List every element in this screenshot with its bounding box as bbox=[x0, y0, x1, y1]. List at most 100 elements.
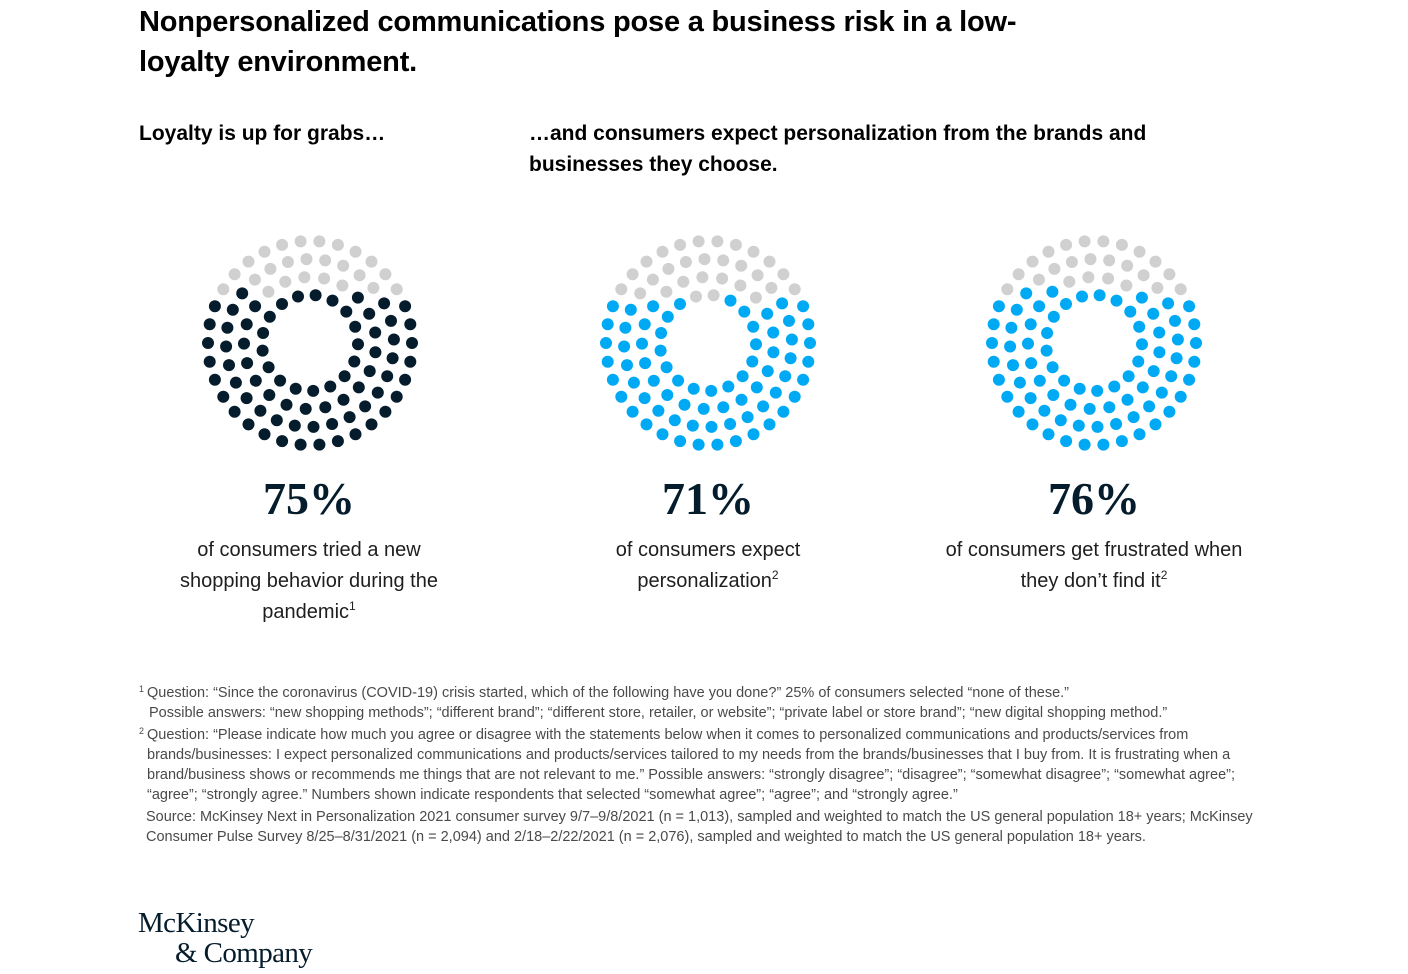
dot-empty bbox=[217, 283, 230, 296]
dot-filled bbox=[619, 321, 632, 334]
dot-empty bbox=[749, 291, 762, 304]
stat-description-text: of consumers get frustrated when they do… bbox=[945, 539, 1243, 592]
dot-filled bbox=[254, 404, 267, 417]
dot-filled bbox=[236, 287, 249, 300]
dot-filled bbox=[788, 390, 801, 403]
dot-filled bbox=[203, 318, 216, 331]
footnote-number: 2 bbox=[139, 726, 145, 736]
dot-filled bbox=[1046, 361, 1059, 374]
footnote-number: 1 bbox=[139, 684, 145, 694]
dot-filled bbox=[256, 344, 269, 357]
dot-filled bbox=[371, 386, 384, 399]
dot-filled bbox=[307, 420, 320, 433]
dot-filled bbox=[1004, 340, 1017, 353]
dot-filled bbox=[1132, 355, 1145, 368]
dot-filled bbox=[1093, 289, 1106, 302]
footnote-1: 1 Question: “Since the coronavirus (COVI… bbox=[139, 683, 1289, 723]
dot-empty bbox=[294, 235, 307, 248]
dot-filled bbox=[1153, 326, 1166, 339]
dot-filled bbox=[647, 374, 660, 387]
subhead-personalization: …and consumers expect personalization fr… bbox=[529, 122, 1147, 176]
dot-filled bbox=[1108, 380, 1121, 393]
mckinsey-logo: McKinsey & Company bbox=[138, 908, 313, 968]
dot-filled bbox=[785, 333, 798, 346]
dot-filled bbox=[705, 384, 718, 397]
dot-filled bbox=[661, 389, 674, 401]
dot-filled bbox=[606, 373, 619, 386]
dot-filled bbox=[1135, 291, 1148, 304]
dot-filled bbox=[717, 401, 730, 414]
dot-empty bbox=[313, 235, 326, 248]
dot-filled bbox=[352, 338, 364, 351]
dot-filled bbox=[747, 320, 760, 333]
dot-filled bbox=[784, 352, 797, 365]
dot-filled bbox=[1103, 401, 1116, 414]
footnote-ref: 1 bbox=[349, 599, 356, 613]
dot-filled bbox=[797, 300, 810, 313]
dot-empty bbox=[626, 268, 639, 281]
dot-filled bbox=[987, 318, 1000, 331]
dot-filled bbox=[240, 392, 253, 405]
dot-filled bbox=[352, 381, 365, 394]
dot-filled bbox=[319, 401, 332, 414]
dot-filled bbox=[618, 340, 631, 353]
dot-filled bbox=[1127, 411, 1140, 424]
dot-empty bbox=[281, 256, 294, 268]
dot-filled bbox=[289, 382, 302, 395]
dot-empty bbox=[1032, 273, 1045, 286]
dot-filled bbox=[639, 357, 652, 370]
dot-filled bbox=[1188, 318, 1201, 331]
dot-filled bbox=[1042, 428, 1055, 441]
dot-filled bbox=[263, 389, 276, 401]
dot-filled bbox=[654, 344, 667, 357]
footnote-continued: Possible answers: “new shopping methods”… bbox=[149, 705, 1168, 721]
dot-filled bbox=[276, 435, 289, 448]
dot-filled bbox=[1091, 420, 1104, 433]
dot-filled bbox=[262, 361, 275, 374]
dot-filled bbox=[379, 405, 392, 418]
dot-filled bbox=[1041, 327, 1054, 339]
dot-filled bbox=[652, 404, 665, 417]
dot-empty bbox=[367, 281, 380, 294]
dot-filled bbox=[1165, 370, 1178, 383]
dot-filled bbox=[624, 303, 637, 316]
dot-filled bbox=[276, 298, 288, 310]
dot-filled bbox=[1033, 374, 1046, 387]
footnotes: 1 Question: “Since the coronavirus (COVI… bbox=[139, 683, 1289, 847]
chart-title: Nonpersonalized communications pose a bu… bbox=[139, 6, 1017, 78]
dot-empty bbox=[300, 253, 313, 266]
dot-filled bbox=[638, 318, 651, 331]
dot-filled bbox=[381, 370, 394, 383]
dot-filled bbox=[1020, 287, 1033, 300]
dot-filled bbox=[1124, 305, 1137, 318]
dot-filled bbox=[656, 428, 669, 441]
dot-filled bbox=[1149, 418, 1162, 431]
dot-filled bbox=[1169, 314, 1181, 327]
stat-value-new-behavior: 75% bbox=[263, 473, 355, 524]
dot-filled bbox=[238, 337, 250, 350]
dot-empty bbox=[1042, 245, 1055, 258]
dot-filled bbox=[711, 438, 724, 451]
dot-filled bbox=[249, 374, 262, 387]
dot-empty bbox=[646, 273, 659, 286]
dot-filled bbox=[221, 321, 234, 334]
dot-empty bbox=[634, 287, 647, 300]
dot-filled bbox=[986, 337, 998, 349]
dot-empty bbox=[1133, 245, 1146, 258]
dot-empty bbox=[318, 272, 331, 285]
dot-empty bbox=[1149, 255, 1162, 268]
dot-filled bbox=[615, 390, 628, 403]
dot-filled bbox=[226, 303, 239, 316]
dot-filled bbox=[326, 294, 339, 307]
dot-filled bbox=[692, 438, 705, 451]
dot-empty bbox=[319, 254, 332, 267]
dot-filled bbox=[606, 300, 619, 313]
dot-filled bbox=[1010, 303, 1023, 316]
dot-empty bbox=[276, 238, 289, 251]
dot-empty bbox=[1120, 279, 1133, 292]
dot-filled bbox=[223, 359, 235, 372]
dot-filled bbox=[1001, 390, 1014, 403]
dot-empty bbox=[751, 269, 764, 282]
dot-filled bbox=[655, 327, 668, 339]
dot-filled bbox=[761, 365, 774, 378]
